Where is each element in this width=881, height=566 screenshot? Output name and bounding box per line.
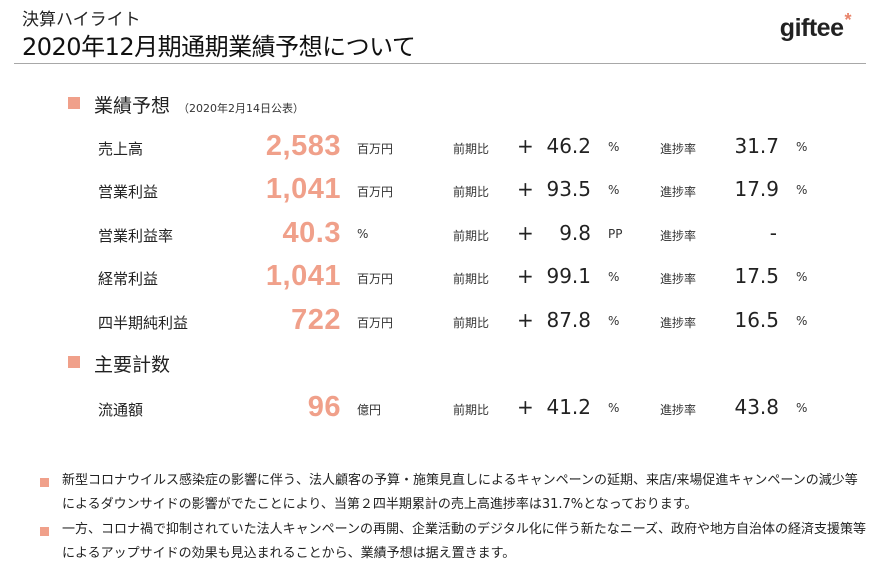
row-unit: 百万円 <box>357 316 394 330</box>
note-bullet-icon <box>40 527 49 536</box>
progress-label: 進捗率 <box>660 229 697 243</box>
row-value: 1,041 <box>265 260 341 292</box>
progress-label: 進捗率 <box>660 316 697 330</box>
row-unit: % <box>357 227 369 241</box>
row-value: 1,041 <box>265 173 341 205</box>
yoy-unit: % <box>608 140 620 154</box>
slide-subtitle: 決算ハイライト <box>22 10 141 30</box>
yoy-value: 87.8 <box>546 308 591 332</box>
forecast-row-operating-profit: 営業利益 1,041 百万円 前期比 + 93.5 % 進捗率 17.9 % <box>0 173 881 205</box>
forecast-row-net-income: 四半期純利益 722 百万円 前期比 + 87.8 % 進捗率 16.5 % <box>0 304 881 336</box>
row-unit: 百万円 <box>357 142 394 156</box>
yoy-unit: % <box>608 314 620 328</box>
yoy-value: 41.2 <box>546 395 591 419</box>
progress-label: 進捗率 <box>660 142 697 156</box>
row-label: 四半期純利益 <box>98 314 189 332</box>
kpi-section-title: 主要計数 <box>94 354 171 376</box>
logo-text: giftee <box>779 14 844 42</box>
note-bullet-icon <box>40 478 49 487</box>
yoy-sign: + <box>517 395 534 419</box>
progress-unit: % <box>796 314 808 328</box>
row-value: 2,583 <box>265 130 341 162</box>
row-value: 722 <box>291 304 341 336</box>
yoy-label: 前期比 <box>453 142 490 156</box>
forecast-row-ordinary-profit: 経常利益 1,041 百万円 前期比 + 99.1 % 進捗率 17.5 % <box>0 260 881 292</box>
yoy-sign: + <box>517 264 534 288</box>
progress-unit: % <box>796 140 808 154</box>
row-label: 流通額 <box>98 401 144 419</box>
note-paragraph-1: 新型コロナウイルス感染症の影響に伴う、法人顧客の予算・施策見直しによるキャンペー… <box>62 473 858 512</box>
yoy-sign: + <box>517 221 534 245</box>
progress-unit: % <box>796 401 808 415</box>
progress-value: 43.8 <box>734 395 779 419</box>
progress-value: 16.5 <box>734 308 779 332</box>
note-paragraph-2: 一方、コロナ禍で抑制されていた法人キャンペーンの再開、企業活動のデジタル化に伴う… <box>62 522 867 561</box>
progress-label: 進捗率 <box>660 403 697 417</box>
row-value: 96 <box>307 391 341 423</box>
progress-label: 進捗率 <box>660 185 697 199</box>
kpi-row-gmv: 流通額 96 億円 前期比 + 41.2 % 進捗率 43.8 % <box>0 391 881 423</box>
yoy-unit: PP <box>608 227 623 241</box>
row-value: 40.3 <box>282 217 341 249</box>
row-label: 経常利益 <box>98 270 159 288</box>
logo-asterisk-icon: * <box>844 10 851 30</box>
forecast-row-sales: 売上高 2,583 百万円 前期比 + 46.2 % 進捗率 31.7 % <box>0 130 881 162</box>
yoy-sign: + <box>517 134 534 158</box>
yoy-value: 46.2 <box>546 134 591 158</box>
progress-value: 17.5 <box>734 264 779 288</box>
forecast-section-title: 業績予想 <box>94 95 171 117</box>
row-unit: 億円 <box>357 403 382 417</box>
yoy-label: 前期比 <box>453 272 490 286</box>
yoy-sign: + <box>517 308 534 332</box>
yoy-label: 前期比 <box>453 403 490 417</box>
yoy-label: 前期比 <box>453 185 490 199</box>
progress-value: - <box>769 221 777 245</box>
forecast-row-operating-margin: 営業利益率 40.3 % 前期比 + 9.8 PP 進捗率 - <box>0 217 881 249</box>
forecast-section-header: 業績予想 （2020年2月14日公表） <box>94 91 304 118</box>
progress-unit: % <box>796 183 808 197</box>
slide-title: 2020年12月期通期業績予想について <box>22 33 416 61</box>
progress-label: 進捗率 <box>660 272 697 286</box>
header-divider <box>14 63 866 64</box>
yoy-unit: % <box>608 270 620 284</box>
row-unit: 百万円 <box>357 272 394 286</box>
section-bullet-icon <box>68 356 80 368</box>
row-label: 売上高 <box>98 140 144 158</box>
row-label: 営業利益率 <box>98 227 174 245</box>
row-unit: 百万円 <box>357 185 394 199</box>
section-bullet-icon <box>68 97 80 109</box>
yoy-label: 前期比 <box>453 229 490 243</box>
yoy-value: 9.8 <box>559 221 591 245</box>
yoy-value: 99.1 <box>546 264 591 288</box>
giftee-logo: giftee* <box>779 10 852 43</box>
yoy-label: 前期比 <box>453 316 490 330</box>
progress-unit: % <box>796 270 808 284</box>
yoy-sign: + <box>517 177 534 201</box>
kpi-section-header: 主要計数 <box>94 350 170 377</box>
forecast-announce-date: （2020年2月14日公表） <box>178 102 305 115</box>
yoy-value: 93.5 <box>546 177 591 201</box>
yoy-unit: % <box>608 183 620 197</box>
yoy-unit: % <box>608 401 620 415</box>
row-label: 営業利益 <box>98 183 159 201</box>
progress-value: 17.9 <box>734 177 779 201</box>
progress-value: 31.7 <box>734 134 779 158</box>
